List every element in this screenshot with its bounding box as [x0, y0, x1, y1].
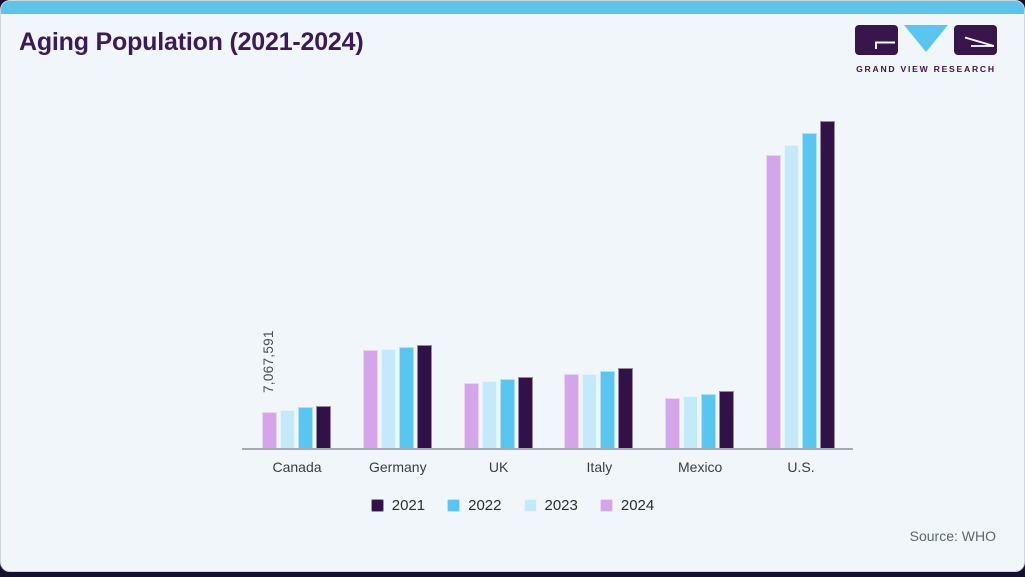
legend-label-2021: 2021 [391, 497, 426, 514]
bar-uk-2024 [463, 383, 479, 449]
bar-group-uk [463, 377, 533, 449]
legend-swatch-2021 [370, 499, 384, 512]
chart-legend: 2021 2022 2023 2024 [1, 497, 1024, 514]
legend-label-2022: 2022 [468, 497, 502, 514]
legend-swatch-2023 [523, 499, 537, 512]
gvr-logo-mark [855, 25, 997, 55]
top-accent-bar [1, 1, 1024, 14]
legend-label-2023: 2023 [544, 497, 578, 514]
bar-mexico-2023 [683, 396, 699, 449]
bar-mexico-2022 [701, 393, 717, 449]
bar-italy-2023 [582, 374, 598, 449]
logo-v-triangle [904, 25, 948, 52]
legend-swatch-2022 [447, 499, 461, 512]
bar-germany-2024 [362, 349, 378, 449]
category-label-germany: Germany [369, 459, 427, 475]
bar-germany-2022 [398, 347, 414, 449]
bar-group-germany [362, 345, 432, 449]
logo-r-glyph [964, 36, 995, 47]
bar-canada-2023 [280, 410, 295, 449]
legend-swatch-2024 [599, 499, 613, 512]
logo-g-glyph [875, 41, 895, 49]
legend-item-2021: 2021 [370, 497, 426, 514]
legend-label-2024: 2024 [620, 497, 655, 514]
category-label-us: U.S. [787, 459, 815, 475]
plot-area: 7,067,591 [1, 1, 1024, 449]
category-label-uk: UK [488, 459, 509, 475]
bar-group-italy [564, 367, 634, 449]
category-label-mexico: Mexico [678, 459, 723, 475]
bar-germany-2023 [380, 348, 396, 449]
bar-group-us [766, 121, 835, 449]
bar-italy-2024 [564, 374, 580, 449]
data-label-canada: 7,067,591 [261, 330, 276, 393]
bar-germany-2021 [416, 345, 432, 449]
legend-item-2023: 2023 [523, 497, 578, 514]
bar-group-mexico [665, 391, 735, 449]
page-title: Aging Population (2021-2024) [19, 28, 364, 56]
gvr-logo: GRAND VIEW RESEARCH [855, 25, 997, 74]
logo-g-square [855, 25, 898, 55]
bar-uk-2023 [481, 381, 497, 449]
source-attribution: Source: WHO [909, 528, 996, 544]
bar-italy-2022 [600, 370, 616, 449]
bar-canada-2022 [298, 407, 313, 449]
category-label-italy: Italy [586, 459, 613, 475]
x-axis-line [242, 448, 853, 450]
bar-canada-2021 [316, 406, 331, 449]
bar-us-2023 [784, 145, 799, 449]
bar-us-2021 [820, 121, 835, 449]
bar-mexico-2024 [665, 398, 681, 449]
bar-mexico-2021 [719, 391, 735, 449]
brand-name: GRAND VIEW RESEARCH [856, 64, 996, 74]
bar-group-canada [262, 406, 331, 449]
bar-uk-2021 [517, 377, 533, 449]
bar-us-2022 [802, 133, 817, 449]
legend-item-2024: 2024 [599, 497, 655, 514]
legend-item-2022: 2022 [447, 497, 502, 514]
bar-canada-2024 [262, 412, 277, 449]
bar-uk-2022 [499, 378, 515, 449]
bar-italy-2021 [618, 367, 634, 449]
category-label-canada: Canada [272, 459, 322, 475]
bar-us-2024 [766, 155, 781, 449]
